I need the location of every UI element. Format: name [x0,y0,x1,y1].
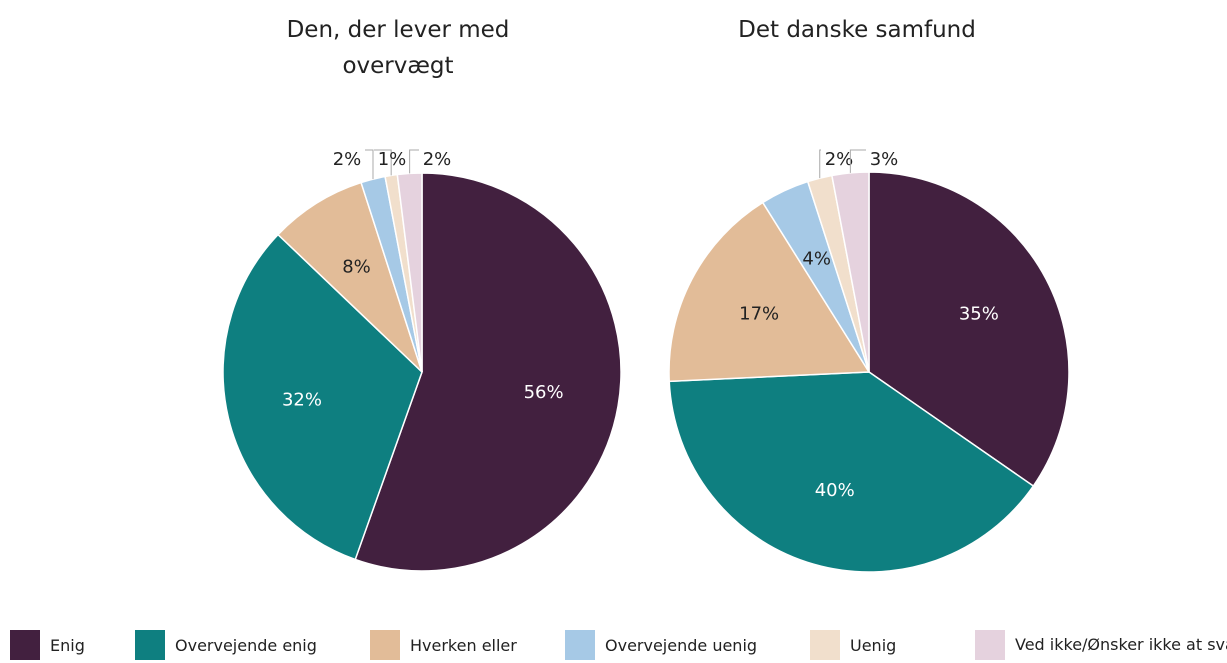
legend-swatch [370,630,400,660]
data-label: 1% [378,149,407,170]
leader-line [365,149,374,180]
chart-title: Den, der lever med overvægt [286,17,510,79]
pie-slice [276,181,423,373]
legend-item: Uenig [810,630,896,660]
data-label: 2% [423,149,452,170]
legend-item: Overvejende uenig [565,630,757,660]
legend-swatch [135,630,165,660]
legend-item: Ved ikke/Ønsker ikke at svare [975,630,1227,660]
legend-label: Uenig [850,635,897,655]
legend-item: Overvejende enig [135,630,317,660]
legend-label: Enig [50,635,85,655]
data-label: 17% [739,304,779,325]
leader-line [409,149,419,174]
legend-item: Enig [10,630,85,660]
legend-swatch [10,630,40,660]
data-label: 2% [825,149,854,170]
legend-label: Hverken eller [410,635,517,655]
data-label: 2% [333,149,362,170]
data-label: 4% [802,249,831,270]
data-label: 56% [524,382,564,403]
pie-slice [668,201,871,383]
chart-title: Det danske samfund [738,17,976,43]
leader-line [849,149,866,173]
legend-label: Overvejende enig [175,635,317,655]
leader-line [819,149,821,179]
pie-slice [354,172,622,572]
legend-label: Ved ikke/Ønsker ikke at svare [1015,635,1227,654]
legend-swatch [565,630,595,660]
pie-slice [668,371,1035,573]
data-label: 8% [342,256,371,277]
legend-item: Hverken eller [370,630,517,660]
legend-swatch [810,630,840,660]
data-label: 3% [870,149,899,170]
data-label: 40% [815,480,855,501]
data-label: 32% [282,390,322,411]
data-label: 35% [959,304,999,325]
legend-swatch [975,630,1005,660]
legend-label: Overvejende uenig [605,635,758,655]
pie-slice [868,171,1070,488]
leader-line [374,149,392,176]
pie-slice [222,233,423,561]
